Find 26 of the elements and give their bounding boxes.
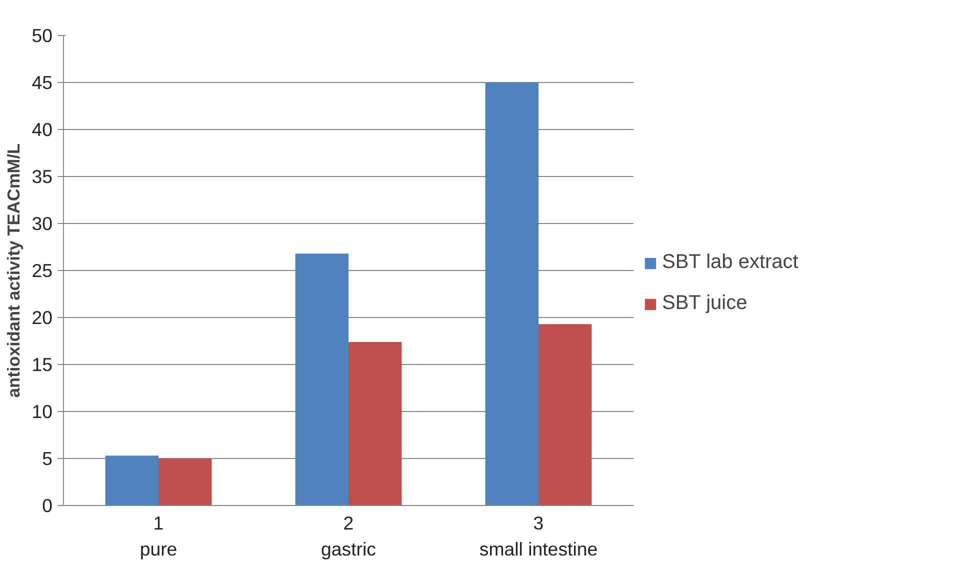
bar	[538, 324, 592, 506]
y-tick-label: 15	[32, 354, 53, 375]
bar	[295, 254, 348, 506]
bar	[485, 82, 538, 506]
y-axis-title: antioxidant activity TEACmM/L	[4, 142, 24, 398]
text: gastric	[321, 538, 376, 560]
y-tick-label: 40	[32, 119, 53, 140]
y-tick-label: 35	[32, 166, 53, 187]
y-tick-label: 30	[32, 213, 53, 234]
y-tick-label: 5	[42, 448, 53, 469]
bar	[105, 456, 158, 506]
y-tick-label: 25	[32, 260, 53, 281]
y-tick-label: 20	[32, 307, 53, 328]
y-tick-label: 0	[42, 495, 53, 516]
legend-label: SBT juice	[662, 292, 748, 315]
y-tick-label: 50	[32, 25, 53, 46]
bar	[348, 342, 402, 506]
text: small intestine	[479, 538, 598, 560]
bar	[158, 458, 212, 506]
legend-label: SBT lab extract	[662, 251, 798, 274]
y-tick-label: 45	[32, 72, 53, 93]
y-tick-label: 10	[32, 401, 53, 422]
text: pure	[140, 538, 178, 560]
x-tick-label: 2	[343, 512, 354, 534]
x-tick-label: 1	[153, 512, 164, 534]
x-tick-label: 3	[533, 512, 544, 534]
